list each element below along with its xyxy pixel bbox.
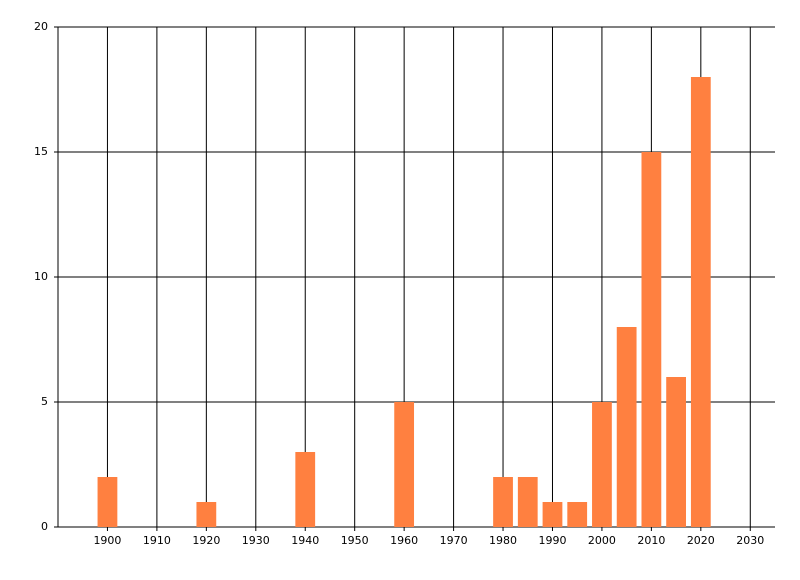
- bar: [616, 327, 637, 527]
- x-tick-label: 1990: [538, 534, 566, 547]
- bar: [394, 402, 415, 527]
- y-tick-label: 10: [34, 270, 48, 283]
- y-tick-label: 0: [41, 520, 48, 533]
- y-tick-label: 15: [34, 145, 48, 158]
- x-tick-label: 1940: [291, 534, 319, 547]
- bar: [196, 502, 217, 527]
- x-tick-label: 1980: [489, 534, 517, 547]
- bar: [542, 502, 563, 527]
- x-tick-label: 1910: [143, 534, 171, 547]
- y-tick-label: 5: [41, 395, 48, 408]
- bar: [517, 477, 538, 527]
- x-tick-label: 1930: [242, 534, 270, 547]
- x-tick-label: 2010: [637, 534, 665, 547]
- bar: [690, 77, 711, 527]
- x-tick-label: 1950: [341, 534, 369, 547]
- x-tick-label: 1900: [93, 534, 121, 547]
- bar: [666, 377, 686, 527]
- x-tick-label: 1920: [192, 534, 220, 547]
- x-tick-label: 2030: [736, 534, 764, 547]
- bar: [295, 452, 316, 527]
- x-tick-label: 1970: [440, 534, 468, 547]
- x-tick-label: 1960: [390, 534, 418, 547]
- bar: [592, 402, 612, 527]
- y-tick-label: 20: [34, 20, 48, 33]
- x-tick-label: 2020: [687, 534, 715, 547]
- bar: [567, 502, 588, 527]
- bar: [493, 477, 513, 527]
- x-tick-label: 2000: [588, 534, 616, 547]
- bar: [97, 477, 118, 527]
- bar: [641, 152, 662, 527]
